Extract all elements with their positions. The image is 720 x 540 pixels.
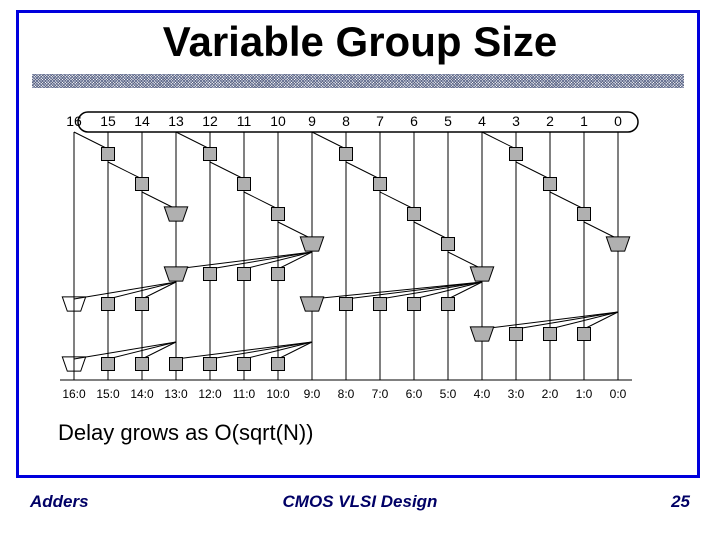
svg-text:5: 5 [444,113,452,129]
svg-text:9: 9 [308,113,316,129]
svg-text:8:0: 8:0 [338,387,355,401]
diagram-prefix-tree: 16151413121110987654321016:015:014:013:0… [58,106,668,416]
svg-text:7:0: 7:0 [372,387,389,401]
svg-text:1: 1 [580,113,588,129]
svg-text:8: 8 [342,113,350,129]
svg-text:7: 7 [376,113,384,129]
svg-text:3: 3 [512,113,520,129]
svg-text:11:0: 11:0 [233,387,256,401]
svg-text:6: 6 [410,113,418,129]
svg-text:14: 14 [134,113,150,129]
svg-text:4:0: 4:0 [474,387,491,401]
caption-text: Delay grows as O(sqrt(N)) [58,420,313,446]
slide-title: Variable Group Size [0,18,720,66]
svg-text:5:0: 5:0 [440,387,457,401]
title-underline [32,74,684,88]
svg-text:2:0: 2:0 [542,387,559,401]
svg-text:10:0: 10:0 [266,387,290,401]
svg-text:15: 15 [100,113,116,129]
svg-text:16:0: 16:0 [62,387,86,401]
svg-text:9:0: 9:0 [304,387,321,401]
svg-text:10: 10 [270,113,286,129]
svg-text:4: 4 [478,113,486,129]
svg-text:12: 12 [202,113,218,129]
svg-text:11: 11 [237,113,252,129]
svg-text:13:0: 13:0 [164,387,188,401]
svg-text:0:0: 0:0 [610,387,627,401]
footer-center: CMOS VLSI Design [0,492,720,512]
svg-text:3:0: 3:0 [508,387,525,401]
svg-text:12:0: 12:0 [198,387,222,401]
svg-text:6:0: 6:0 [406,387,423,401]
svg-text:1:0: 1:0 [576,387,593,401]
svg-text:0: 0 [614,113,622,129]
svg-text:2: 2 [546,113,554,129]
svg-text:13: 13 [168,113,184,129]
svg-text:16: 16 [66,113,82,129]
footer-right: 25 [671,492,690,512]
svg-text:14:0: 14:0 [130,387,154,401]
svg-text:15:0: 15:0 [96,387,120,401]
